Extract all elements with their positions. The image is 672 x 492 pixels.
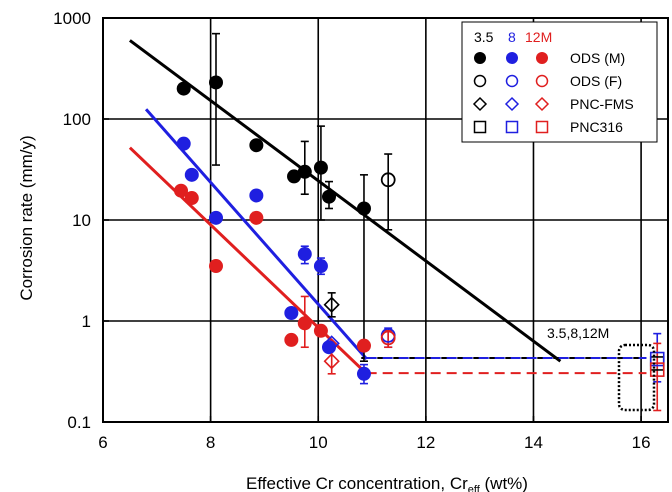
legend-label-pnc-fms: PNC-FMS (570, 96, 634, 112)
legend-marker-open-black (473, 74, 487, 88)
data-point-filled-circle (313, 160, 328, 175)
legend-header-red: 12M (525, 29, 552, 45)
data-point-filled-circle (284, 306, 299, 321)
data-point-filled-circle (284, 332, 299, 347)
data-point-filled-circle (287, 169, 302, 184)
data-point-filled-circle (313, 323, 328, 338)
x-axis-label-unit: (wt%) (480, 474, 528, 492)
y-tick-label: 1000 (53, 9, 91, 28)
data-point-filled-circle (176, 136, 191, 151)
legend-marker-diamond-blue (504, 96, 520, 112)
data-point-filled-circle (249, 138, 264, 153)
legend-marker-square-black (473, 120, 487, 134)
data-point-filled-circle (209, 75, 223, 90)
data-point-filled-circle (297, 164, 312, 179)
data-point-filled-circle (313, 259, 328, 274)
data-point-filled-circle (356, 338, 371, 353)
y-tick-label: 0.1 (67, 413, 91, 432)
data-point-open-circle (380, 330, 396, 346)
fit-line-0 (129, 39, 562, 363)
legend-label-ods-f: ODS (F) (570, 73, 622, 89)
data-point-diamond (323, 335, 340, 352)
data-points (174, 75, 665, 381)
legend-label-ods-m: ODS (M) (570, 50, 625, 66)
x-tick-label: 12 (416, 433, 435, 452)
data-point-filled-circle (297, 316, 312, 331)
data-point-filled-circle (209, 210, 223, 225)
data-point-filled-circle (184, 167, 199, 182)
x-tick-label: 14 (524, 433, 543, 452)
legend-marker-square-blue (505, 120, 519, 134)
y-tick-label: 10 (72, 211, 91, 230)
data-point-filled-circle (249, 188, 264, 203)
data-point-square (649, 362, 665, 377)
data-point-filled-circle (209, 259, 223, 274)
legend-label-pnc316: PNC316 (570, 119, 623, 135)
legend: 3.5 8 12M ODS (M) ODS (F) PNC-FMS PNC316 (461, 21, 658, 143)
legend-marker-filled-red (536, 52, 548, 64)
data-point-filled-circle (174, 183, 189, 198)
x-tick-label: 8 (206, 433, 215, 452)
data-point-filled-circle (176, 81, 191, 96)
legend-marker-diamond-red (534, 96, 550, 112)
legend-marker-diamond-black (472, 96, 488, 112)
x-tick-label: 6 (98, 433, 107, 452)
y-tick-label: 100 (63, 110, 91, 129)
x-tick-label: 10 (309, 433, 328, 452)
data-point-diamond (323, 296, 340, 313)
data-point-filled-circle (249, 210, 264, 225)
legend-marker-open-blue (505, 74, 519, 88)
data-point-square (649, 351, 665, 367)
fit-line-2 (128, 146, 368, 375)
data-point-open-circle (380, 172, 396, 188)
x-axis-label: Effective Cr concentration, Creff (wt%) (246, 474, 528, 492)
x-axis-label-main: Effective Cr concentration, Cr (246, 474, 468, 492)
data-point-filled-circle (184, 191, 199, 206)
legend-marker-square-red (535, 120, 549, 134)
data-point-filled-circle (297, 247, 312, 262)
annotation-label: 3.5,8,12M (547, 325, 609, 341)
x-tick-label: 16 (632, 433, 651, 452)
data-point-diamond (323, 353, 340, 370)
annotation-box (617, 343, 656, 412)
x-axis-label-subscript: eff (468, 484, 481, 492)
y-tick-label: 1 (82, 312, 91, 331)
legend-frame (461, 21, 658, 143)
data-point-filled-circle (322, 189, 336, 204)
axis-ticks: 6 8 10 12 14 16 0.1 1 10 100 1000 (53, 9, 650, 452)
legend-marker-open-red (535, 74, 549, 88)
y-axis-label: Corrosion rate (mm/y) (17, 135, 36, 300)
data-point-filled-circle (356, 366, 371, 381)
legend-marker-filled-blue (506, 52, 518, 64)
legend-marker-filled-black (474, 52, 486, 64)
legend-header-blue: 8 (508, 29, 516, 45)
data-point-filled-circle (356, 201, 371, 216)
legend-header-black: 3.5 (474, 29, 494, 45)
